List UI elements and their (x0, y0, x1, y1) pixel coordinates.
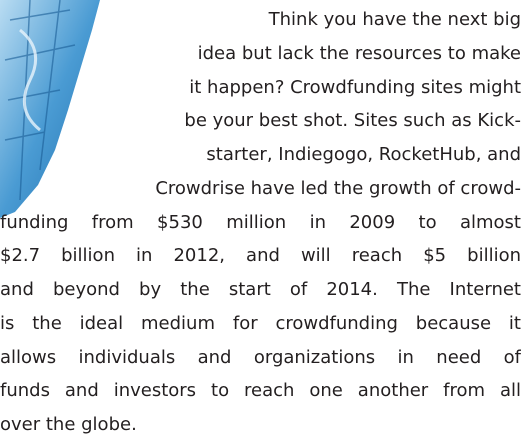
text-line: Crowdrise have led the growth of crowd- (155, 177, 521, 199)
text-line: funding from $530 million in 2009 to alm… (0, 211, 521, 233)
text-line: idea but lack the resources to make (197, 42, 521, 64)
text-line: $2.7 billion in 2012, and will reach $5 … (0, 245, 521, 267)
text-line: funds and investors to reach one another… (0, 380, 521, 402)
text-line: over the globe. (0, 414, 137, 435)
text-line: is the ideal medium for crowdfunding bec… (0, 312, 521, 334)
paragraph: Think you have the next big idea but lack… (0, 3, 521, 442)
text-line: and beyond by the start of 2014. The Int… (0, 279, 521, 300)
text-line: starter, Indiegogo, RocketHub, and (206, 144, 521, 165)
text-line: it happen? Crowdfunding sites might (189, 76, 521, 98)
text-line: be your best shot. Sites such as Kick- (184, 110, 521, 132)
text-line: Think you have the next big (268, 9, 521, 30)
text-line: allows individuals and organizations in … (0, 346, 521, 368)
globe-illustration (0, 0, 100, 218)
